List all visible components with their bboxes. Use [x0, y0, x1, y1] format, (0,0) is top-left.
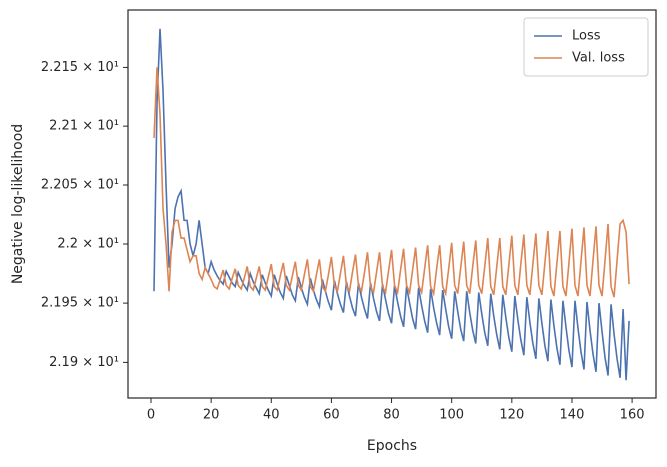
x-tick-label: 140	[560, 408, 585, 423]
y-tick-label: 2.215 × 10¹	[41, 60, 119, 75]
y-tick-label: 2.2 × 10¹	[57, 236, 119, 251]
y-tick-label: 2.195 × 10¹	[41, 296, 119, 311]
x-tick-label: 80	[383, 408, 400, 423]
x-tick-label: 100	[439, 408, 464, 423]
x-tick-label: 20	[203, 408, 220, 423]
y-tick-label: 2.19 × 10¹	[49, 355, 119, 370]
y-tick-label: 2.21 × 10¹	[49, 119, 119, 134]
line-series	[153, 28, 630, 381]
legend-label: Val. loss	[572, 51, 625, 66]
y-tick-label: 2.205 × 10¹	[41, 178, 119, 193]
x-tick-label: 40	[263, 408, 280, 423]
x-tick-label: 120	[499, 408, 524, 423]
x-tick-label: 0	[147, 408, 155, 423]
line-series	[153, 67, 630, 298]
legend: Loss Val. loss	[523, 17, 649, 77]
legend-box	[523, 17, 649, 77]
y-axis-label: Negative log-likelihood	[10, 124, 26, 284]
x-tick-label: 160	[620, 408, 645, 423]
x-axis-label: Epochs	[367, 438, 417, 454]
legend-label: Loss	[572, 29, 601, 44]
plot-frame	[127, 9, 657, 399]
x-tick-label: 60	[323, 408, 340, 423]
